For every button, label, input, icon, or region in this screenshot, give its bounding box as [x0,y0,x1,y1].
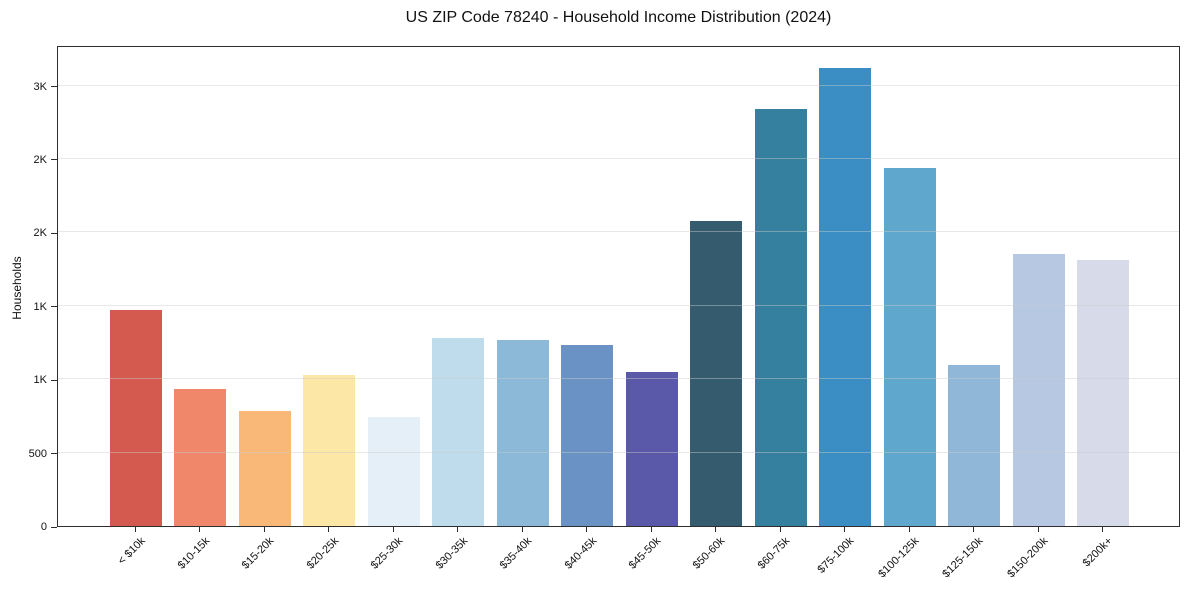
bar [367,417,420,526]
gridline-1K [58,304,1179,306]
x-tick-mark [328,527,330,532]
x-tick-mark [779,527,781,532]
x-tick-mark [457,527,459,532]
x-tick-mark [586,527,588,532]
bar [174,389,227,526]
x-tick-label: $15-20k [239,535,277,572]
bar [819,67,872,526]
x-tick-label: $125-150k [940,535,986,581]
x-tick-label: $50-60k [691,535,728,572]
y-tick-label: 2K [33,153,47,166]
x-tick-mark [844,527,846,532]
x-tick-label: $45-50k [626,535,664,572]
bar [1077,260,1129,526]
x-tick-label: $30-35k [433,535,470,572]
x-tick-label: $60-75k [755,535,793,572]
bar [238,411,291,526]
x-tick-mark [392,527,394,532]
x-tick-label: $200k+ [1080,535,1115,570]
bar [625,371,678,526]
bar [948,364,1001,526]
plot-area [57,46,1180,527]
y-tick-label: 3K [33,80,47,93]
x-tick-label: $40-45k [562,535,599,572]
x-tick-mark [908,527,910,532]
x-tick-mark [1102,527,1103,532]
gridline-500 [58,451,1179,453]
x-tick-mark [263,527,265,532]
y-tick-label: 500 [28,447,47,460]
x-tick-mark [521,527,523,532]
x-tick-mark [650,527,652,532]
y-tick-mark [51,379,57,381]
y-tick-mark [51,306,57,308]
gridline-2K [58,157,1179,159]
bar [496,339,549,526]
x-tick-label: $100-125k [875,535,922,581]
x-tick-mark [135,527,136,532]
y-tick-label: 1K [33,374,47,387]
y-tick-mark [51,453,57,455]
x-tick-label: $35-40k [497,535,535,572]
bar [754,109,807,526]
x-tick-label: $150-200k [1004,535,1051,581]
y-tick-label: 2K [33,227,47,240]
y-tick-label: 1K [33,300,47,313]
y-tick-mark [51,86,57,88]
y-tick-label: 0 [40,521,47,533]
bar [432,338,485,526]
x-tick-label: $10-15k [175,535,212,572]
x-tick-label: $25-30k [368,535,406,572]
y-tick-mark [51,526,57,528]
bar [561,345,614,526]
bar [303,374,356,526]
x-tick-label: $75-100k [815,535,857,576]
chart-title: US ZIP Code 78240 - Household Income Dis… [405,9,832,26]
bar [1012,254,1065,526]
x-tick-mark [715,527,717,532]
x-tick-mark [199,527,201,532]
gridline-1K [58,378,1179,380]
gridline-2K [58,231,1179,233]
bar [110,310,162,526]
bar [690,220,743,526]
gridline-3K [58,84,1179,86]
x-tick-label: $20-25k [304,535,341,572]
x-tick-mark [973,527,975,532]
bar [883,167,936,526]
y-tick-mark [51,232,57,234]
x-tick-label: < $10k [115,535,148,568]
x-tick-mark [1037,527,1039,532]
y-tick-mark [51,159,57,161]
